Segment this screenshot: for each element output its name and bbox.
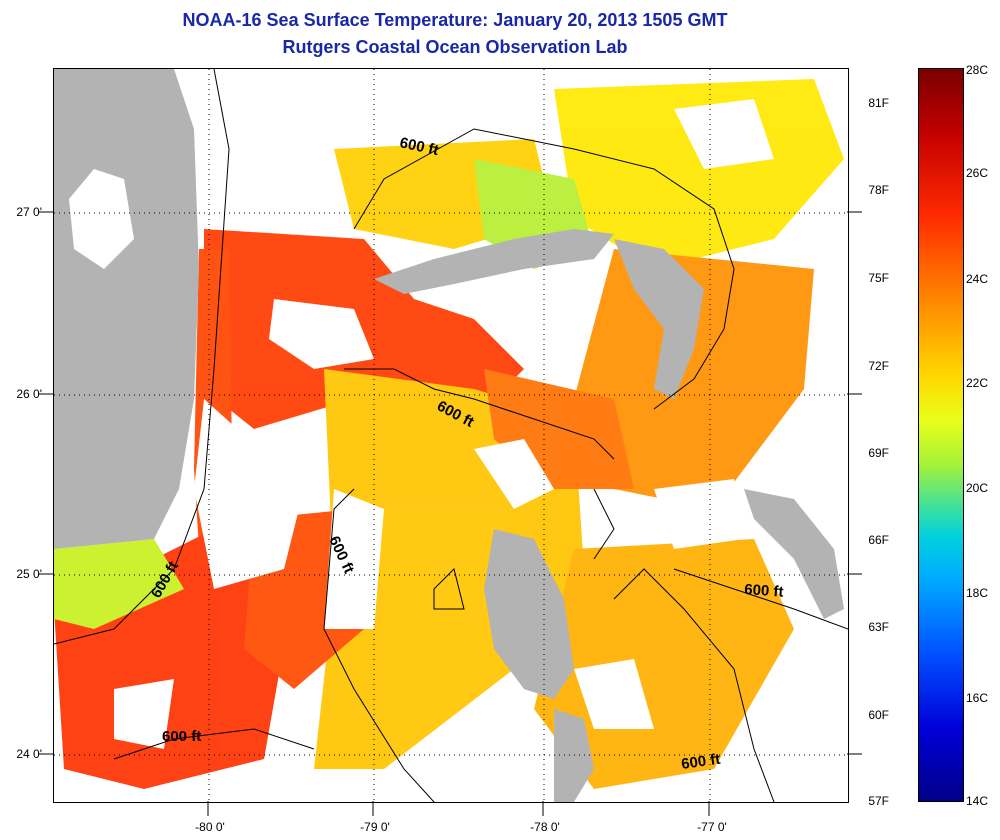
colorbar-c-22: 22C [966,376,989,390]
colorbar-c-24: 24C [966,272,989,286]
contour-label-east: 600 ft [744,581,784,601]
colorbar-f-66: 66F [868,533,889,547]
contour-label-southeast: 600 ft [680,751,721,773]
colorbar-f-72: 72F [868,359,889,373]
temperature-colorbar [918,68,964,802]
colorbar-c-26: 26C [966,166,989,180]
colorbar-c-20: 20C [966,481,989,495]
colorbar-c-14: 14C [966,794,989,808]
colorbar-f-57: 57F [868,794,889,808]
sst-map: 600 ft 600 ft 600 ft 600 ft 600 ft 600 f… [53,68,849,803]
lat-tick-24: 24 0' [16,747,42,761]
colorbar-f-81: 81F [868,96,889,110]
colorbar-f-78: 78F [868,183,889,197]
florida-no-data [69,169,134,269]
sst-patch-northeast [554,79,844,269]
lon-tick-80: -80 0' [195,820,225,834]
colorbar-c-18: 18C [966,586,989,600]
lat-tick-26: 26 0' [16,387,42,401]
colorbar-f-75: 75F [868,271,889,285]
colorbar-f-63: 63F [868,620,889,634]
sst-patch-keys-green [54,539,184,629]
graticule [54,69,848,802]
colorbar-c-28: 28C [966,63,989,77]
abaco [614,239,704,399]
eleuthera [744,489,844,619]
depth-contours [54,69,848,802]
sst-patch-florida-straits [204,229,524,429]
no-data-areas [114,99,774,749]
grand-bahama [374,229,614,294]
colorbar-c-16: 16C [966,691,989,705]
sst-map-canvas: 600 ft 600 ft 600 ft 600 ft 600 ft 600 f… [54,69,848,802]
andros [484,529,574,699]
lat-tick-25: 25 0' [16,567,42,581]
colorbar-f-69: 69F [868,446,889,460]
lon-tick-78: -78 0' [530,820,560,834]
lon-tick-79: -79 0' [360,820,390,834]
colorbar-f-60: 60F [868,708,889,722]
contour-label-south: 600 ft [162,728,201,745]
map-subtitle: Rutgers Coastal Ocean Observation Lab [282,37,628,57]
lon-tick-77: -77 0' [697,820,727,834]
map-title: NOAA-16 Sea Surface Temperature: January… [182,10,728,30]
lat-tick-27: 27 0' [16,205,42,219]
